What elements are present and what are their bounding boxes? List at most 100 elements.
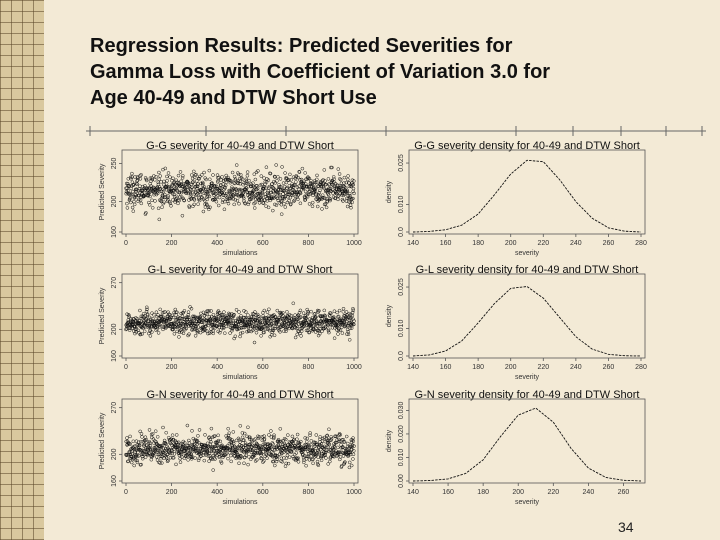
- scatter-point: [223, 331, 227, 335]
- scatter-point: [231, 441, 236, 446]
- scatter-point: [273, 447, 277, 452]
- scatter-point: [231, 318, 235, 323]
- scatter-point: [341, 199, 345, 203]
- scatter-point: [293, 447, 298, 451]
- scatter-point: [348, 203, 353, 207]
- x-tick-label: 200: [166, 240, 178, 247]
- scatter-point: [269, 445, 273, 450]
- scatter-point: [147, 428, 152, 432]
- scatter-point: [202, 191, 207, 196]
- scatter-point: [152, 313, 156, 317]
- scatter-point: [277, 315, 282, 320]
- scatter-point: [345, 204, 350, 209]
- scatter-point: [302, 324, 306, 329]
- scatter-point: [147, 200, 151, 205]
- scatter-point: [196, 446, 200, 451]
- scatter-point: [351, 439, 356, 443]
- scatter-point: [336, 197, 340, 202]
- x-tick-label: 240: [583, 489, 595, 496]
- scatter-point: [166, 310, 170, 314]
- scatter-point: [259, 453, 263, 457]
- scatter-point: [193, 456, 197, 460]
- scatter-point: [131, 320, 136, 324]
- scatter-point: [165, 174, 169, 179]
- scatter-point: [309, 454, 313, 458]
- density-curve: [412, 159, 642, 233]
- scatter-point: [214, 184, 219, 189]
- scatter-point: [156, 313, 160, 317]
- scatter-point: [290, 193, 295, 198]
- scatter-point: [201, 181, 205, 186]
- scatter-point: [293, 190, 297, 195]
- scatter-point: [279, 316, 283, 321]
- scatter-point: [148, 441, 152, 445]
- scatter-point: [192, 169, 196, 174]
- scatter-point: [289, 192, 294, 197]
- scatter-point: [337, 432, 342, 436]
- scatter-point: [271, 208, 275, 213]
- scatter-point: [228, 331, 232, 335]
- scatter-point: [351, 452, 356, 457]
- scatter-point: [184, 326, 189, 331]
- x-tick-label: 240: [570, 240, 582, 247]
- scatter-point: [311, 461, 315, 466]
- scatter-point: [211, 190, 216, 194]
- scatter-point: [327, 196, 332, 201]
- scatter-point: [282, 195, 287, 199]
- scatter-point: [315, 451, 319, 455]
- scatter-point: [321, 319, 326, 323]
- x-tick-label: 140: [407, 364, 419, 371]
- scatter-point: [165, 321, 169, 326]
- scatter-point: [339, 187, 343, 191]
- scatter-point: [261, 310, 265, 315]
- scatter-point: [129, 192, 134, 197]
- scatter-point: [287, 198, 291, 203]
- scatter-point: [280, 451, 284, 455]
- x-tick-label: 800: [303, 489, 315, 496]
- scatter-point: [255, 458, 259, 462]
- y-tick-label: 200: [111, 196, 118, 208]
- scatter-point: [174, 313, 178, 317]
- scatter-point: [189, 196, 194, 200]
- scatter-point: [281, 438, 285, 443]
- scatter-point: [195, 184, 200, 189]
- scatter-point: [265, 310, 270, 314]
- scatter-point: [310, 200, 315, 205]
- scatter-point: [241, 191, 246, 195]
- x-tick-label: 140: [407, 489, 419, 496]
- scatter-point: [223, 453, 228, 457]
- scatter-point: [262, 437, 267, 441]
- scatter-point: [341, 320, 345, 325]
- scatter-point: [273, 324, 278, 329]
- scatter-point: [150, 432, 155, 436]
- scatter-point: [143, 449, 147, 454]
- scatter-point: [125, 201, 129, 206]
- scatter-point: [231, 193, 235, 197]
- scatter-point: [153, 325, 157, 329]
- scatter-point: [200, 320, 204, 325]
- scatter-point: [215, 444, 220, 448]
- scatter-point: [240, 431, 245, 435]
- scatter-point: [259, 174, 264, 178]
- scatter-point: [218, 450, 223, 455]
- scatter-point: [146, 193, 150, 198]
- scatter-point: [337, 172, 342, 176]
- scatter-point: [172, 189, 176, 193]
- scatter-point: [306, 323, 311, 327]
- scatter-point: [171, 327, 175, 332]
- scatter-point: [238, 179, 243, 184]
- scatter-point: [196, 434, 200, 438]
- title-line-3: Age 40-49 and DTW Short Use: [90, 87, 377, 109]
- scatter-point: [196, 315, 200, 320]
- scatter-point: [150, 177, 154, 182]
- scatter-points: [124, 301, 356, 345]
- scatter-point: [234, 163, 239, 167]
- scatter-point: [244, 310, 248, 314]
- scatter-point: [202, 458, 207, 463]
- x-tick-label: 260: [618, 489, 630, 496]
- scatter-point: [346, 174, 350, 178]
- scatter-point: [260, 435, 265, 439]
- scatter-point: [230, 185, 234, 189]
- scatter-point: [268, 171, 273, 176]
- scatter-point: [284, 437, 288, 442]
